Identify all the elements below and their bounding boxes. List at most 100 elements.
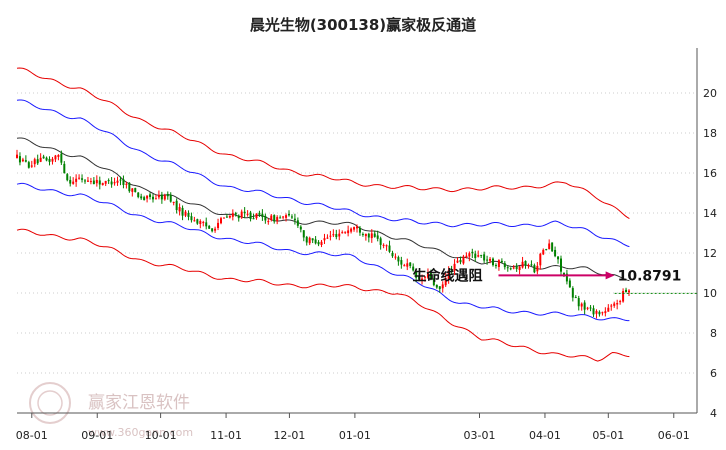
upper-band-line [16,67,630,220]
x-tick-label: 03-01 [464,429,496,442]
candle-body [285,215,288,218]
candle-body [296,220,299,226]
candle [290,214,293,220]
candle [385,244,388,251]
candle [288,210,290,217]
candle [160,191,163,204]
x-tick-label: 08-01 [16,429,48,442]
candle [39,153,42,163]
y-tick-label: 18 [703,127,717,140]
candle-body [122,179,125,185]
candle-body [196,219,199,224]
candle [217,218,220,231]
candle [122,175,125,189]
candle-body [571,288,574,298]
candle-body [84,180,86,182]
candle-body [483,254,486,261]
candle [18,152,21,166]
candle [353,226,356,232]
candle [361,232,364,237]
candle [391,250,394,258]
candle-body [152,196,154,200]
candle-body [181,207,184,216]
candle-body [409,262,412,266]
candle-body [506,267,509,269]
candle-body [453,263,456,271]
candle [273,214,276,224]
candle-body [302,230,305,238]
candle [237,214,240,222]
candle-body [580,303,583,307]
candle-body [134,188,137,192]
candle [279,215,282,219]
candle-body [149,194,152,197]
candle-body [604,311,607,314]
candle [308,236,311,246]
candle-body [397,257,400,262]
candle [625,287,628,293]
candle [492,257,494,267]
candle [21,157,24,163]
y-tick-label: 6 [710,367,717,380]
candle-body [494,265,497,267]
lower-mid-band-line [16,182,630,322]
candle [441,281,444,293]
candle [435,284,438,289]
candle [326,234,329,239]
candle-body [131,188,134,192]
candle-body [426,272,429,278]
candle-body [240,211,243,218]
candle [518,265,521,275]
candle [421,274,424,285]
candle-body [243,211,246,214]
candle-body [350,228,353,232]
y-tick-label: 4 [710,407,717,420]
candle-body [178,207,181,212]
candle-body [548,243,551,250]
candle [101,182,104,186]
candle-body [595,310,598,314]
candle-body [60,153,63,163]
candle [530,260,533,267]
candle-body [323,238,326,241]
candle-body [104,180,107,184]
candle-body [613,303,616,306]
candle-body [45,157,48,161]
candle-body [385,245,388,247]
candle-body [228,215,231,218]
candle [220,216,222,225]
candle [175,198,178,214]
candle [314,236,317,245]
candle-body [341,232,344,234]
candle-body [18,156,21,163]
candle-body [412,266,415,271]
candle-body [199,220,202,224]
candle [190,212,193,223]
channel-bands [16,67,630,362]
middle-line [16,137,630,282]
watermark-logo-inner [37,390,63,416]
candle [589,305,592,312]
candle [152,193,154,203]
candle-body [208,225,211,229]
candle-body [601,312,604,314]
candle [577,295,580,311]
candle-body [492,258,494,266]
candle-body [388,245,391,252]
candle-body [21,159,24,162]
candle-body [92,180,95,185]
candle [81,174,84,183]
candle [347,225,350,237]
candle-body [282,216,285,218]
candle-body [444,278,447,286]
candle [78,174,81,180]
candle [533,263,536,274]
candle [335,229,338,240]
candle [548,239,551,250]
candle [512,265,515,270]
candle-body [379,238,382,245]
candle-body [515,266,518,270]
candle [403,263,406,267]
candle [184,210,187,218]
candle-body [560,258,562,272]
